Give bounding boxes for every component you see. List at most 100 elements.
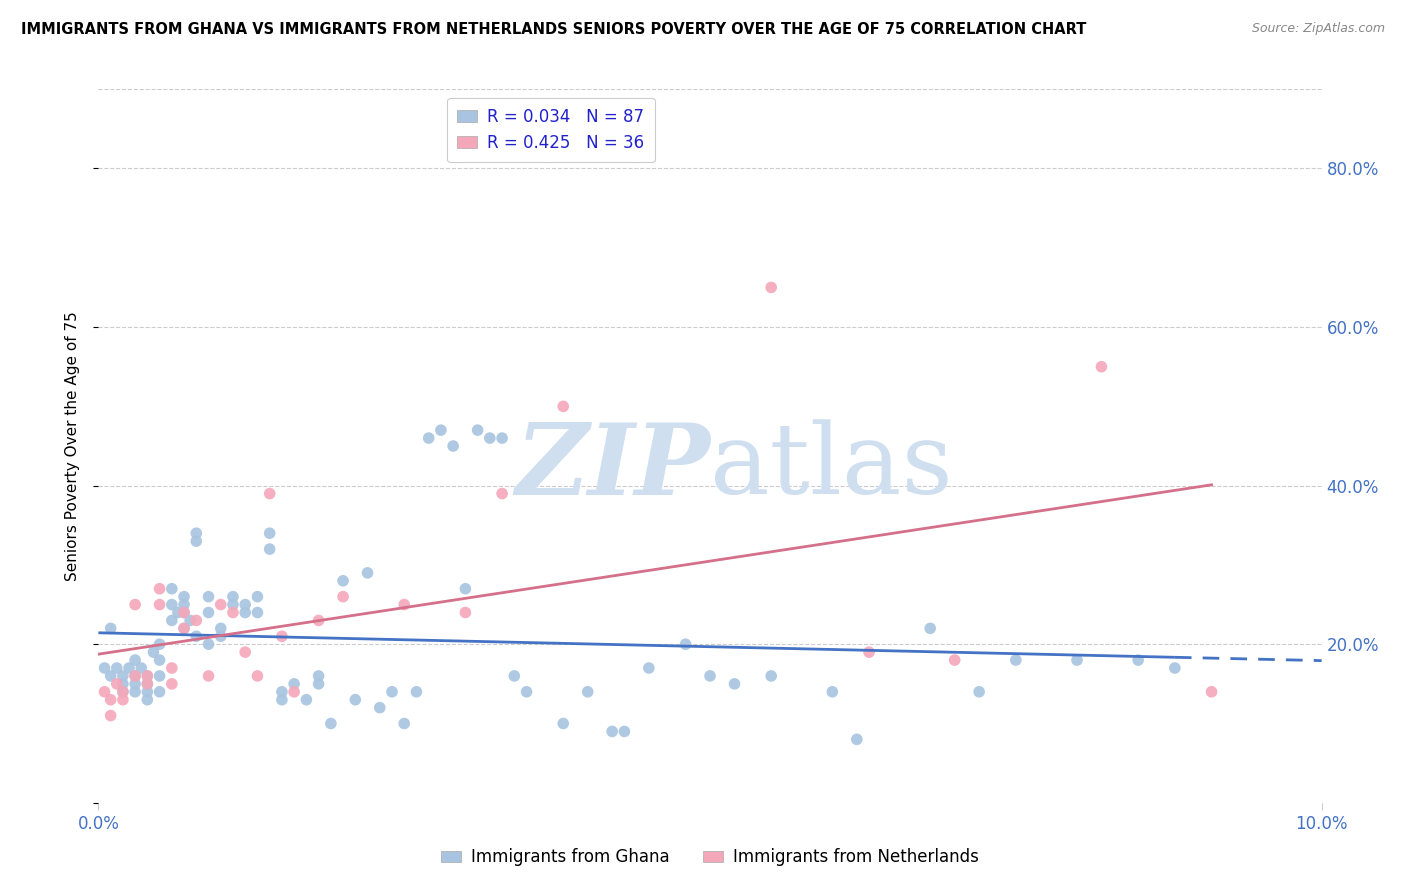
Point [124, 685, 146, 699]
Point [124, 669, 146, 683]
Point [124, 669, 146, 683]
Point [149, 669, 172, 683]
Point [197, 606, 219, 620]
Point [124, 653, 146, 667]
Point [160, 614, 183, 628]
Point [467, 423, 489, 437]
Point [136, 685, 159, 699]
Point [111, 692, 134, 706]
Point [270, 692, 292, 706]
Point [186, 629, 208, 643]
Point [222, 606, 245, 620]
Point [136, 692, 159, 706]
Point [759, 280, 782, 294]
Point [179, 614, 201, 628]
Point [136, 669, 159, 683]
Point [93, 661, 115, 675]
Point [111, 677, 134, 691]
Point [283, 677, 305, 691]
Point [454, 606, 477, 620]
Point [124, 598, 146, 612]
Point [845, 732, 868, 747]
Point [821, 685, 844, 699]
Point [943, 653, 966, 667]
Point [160, 598, 183, 612]
Point [173, 590, 195, 604]
Point [405, 685, 427, 699]
Point [160, 661, 183, 675]
Point [186, 534, 208, 549]
Point [93, 685, 115, 699]
Point [1128, 653, 1150, 667]
Point [209, 598, 232, 612]
Point [430, 423, 453, 437]
Point [149, 637, 172, 651]
Text: ZIP: ZIP [515, 419, 710, 516]
Point [222, 598, 245, 612]
Point [186, 614, 208, 628]
Point [129, 661, 152, 675]
Point [173, 598, 195, 612]
Point [111, 685, 134, 699]
Point [259, 542, 281, 557]
Point [149, 598, 172, 612]
Point [332, 590, 354, 604]
Point [246, 606, 269, 620]
Point [173, 621, 195, 635]
Point [209, 621, 232, 635]
Point [516, 685, 538, 699]
Point [637, 661, 661, 675]
Point [246, 590, 269, 604]
Point [270, 685, 292, 699]
Point [319, 716, 342, 731]
Point [1004, 653, 1026, 667]
Point [160, 582, 183, 596]
Point [1066, 653, 1088, 667]
Point [478, 431, 501, 445]
Point [699, 669, 721, 683]
Point [553, 716, 575, 731]
Point [136, 677, 159, 691]
Point [124, 677, 146, 691]
Point [344, 692, 367, 706]
Point [283, 685, 305, 699]
Point [454, 582, 477, 596]
Point [491, 486, 513, 500]
Point [723, 677, 745, 691]
Point [576, 685, 599, 699]
Point [149, 582, 172, 596]
Point [186, 526, 208, 541]
Point [368, 700, 391, 714]
Point [105, 661, 128, 675]
Point [858, 645, 880, 659]
Point [209, 629, 232, 643]
Point [1164, 661, 1187, 675]
Point [503, 669, 526, 683]
Point [553, 400, 575, 414]
Point [381, 685, 404, 699]
Point [920, 621, 942, 635]
Point [100, 708, 122, 723]
Point [613, 724, 636, 739]
Point [392, 716, 416, 731]
Point [136, 669, 159, 683]
Point [118, 661, 141, 675]
Legend: Immigrants from Ghana, Immigrants from Netherlands: Immigrants from Ghana, Immigrants from N… [434, 842, 986, 873]
Point [100, 692, 122, 706]
Point [270, 629, 292, 643]
Point [142, 645, 165, 659]
Point [491, 431, 513, 445]
Point [111, 669, 134, 683]
Point [149, 685, 172, 699]
Point [392, 598, 416, 612]
Text: Source: ZipAtlas.com: Source: ZipAtlas.com [1251, 22, 1385, 36]
Point [173, 606, 195, 620]
Point [100, 621, 122, 635]
Point [197, 669, 219, 683]
Point [356, 566, 378, 580]
Point [332, 574, 354, 588]
Text: atlas: atlas [710, 419, 953, 516]
Point [197, 637, 219, 651]
Point [100, 669, 122, 683]
Text: IMMIGRANTS FROM GHANA VS IMMIGRANTS FROM NETHERLANDS SENIORS POVERTY OVER THE AG: IMMIGRANTS FROM GHANA VS IMMIGRANTS FROM… [21, 22, 1087, 37]
